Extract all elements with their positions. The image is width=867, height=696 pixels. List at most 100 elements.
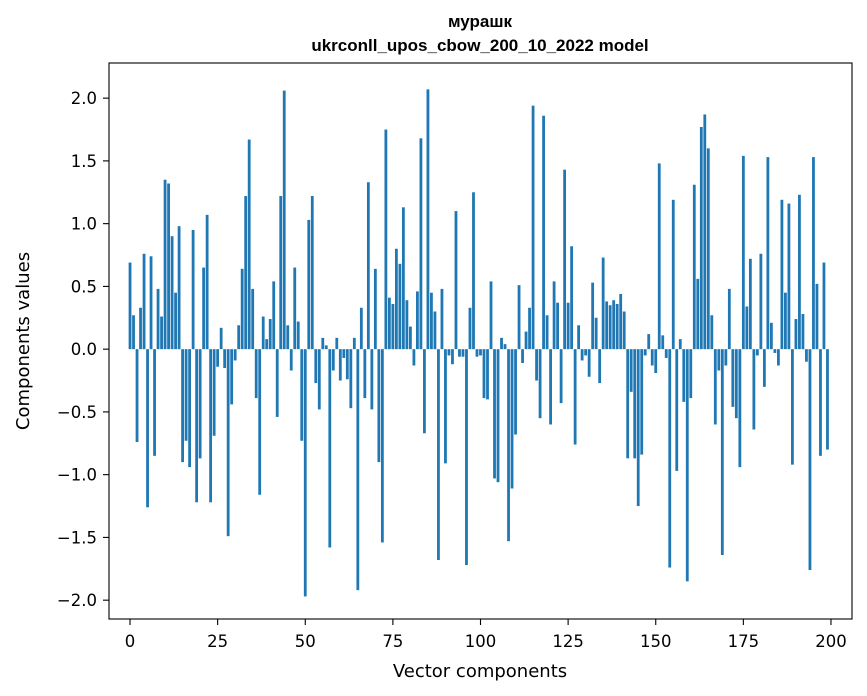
- x-tick-label: 100: [465, 632, 497, 651]
- bar: [303, 349, 307, 597]
- bar: [209, 349, 213, 503]
- bar: [734, 349, 738, 419]
- bar: [328, 349, 332, 548]
- bar: [258, 349, 262, 495]
- bar: [244, 196, 248, 350]
- bar: [219, 327, 223, 350]
- bar: [310, 196, 314, 350]
- bar: [335, 337, 339, 350]
- bar: [710, 315, 714, 350]
- bar: [377, 349, 381, 463]
- bar: [223, 349, 227, 368]
- bar: [289, 349, 293, 371]
- bar: [819, 349, 822, 456]
- bar: [300, 349, 304, 441]
- x-axis-label: Vector components: [393, 661, 567, 682]
- bar: [717, 349, 721, 371]
- bar: [580, 349, 584, 361]
- bar: [787, 203, 791, 350]
- bar: [706, 148, 710, 350]
- bar: [251, 288, 255, 350]
- bar: [689, 349, 693, 399]
- bar: [601, 257, 605, 350]
- bar: [528, 307, 531, 350]
- bar: [454, 211, 458, 350]
- y-tick-label: −1.0: [57, 466, 97, 485]
- y-tick-label: 0.5: [71, 277, 97, 296]
- bar: [338, 349, 342, 381]
- y-tick-label: 1.5: [71, 152, 97, 171]
- bar: [510, 349, 514, 489]
- bar: [619, 293, 623, 350]
- bar: [352, 337, 356, 350]
- bar: [584, 349, 588, 356]
- bar: [317, 349, 321, 410]
- chart-title: мурашк: [448, 12, 513, 31]
- bar: [573, 349, 577, 445]
- bar: [233, 349, 237, 361]
- bar: [314, 349, 318, 384]
- bar: [380, 349, 384, 543]
- bar: [139, 307, 142, 350]
- bar: [412, 349, 416, 366]
- bar: [401, 207, 405, 350]
- bar: [444, 349, 447, 464]
- bar: [664, 349, 668, 358]
- chart-subtitle: ukrconll_upos_cbow_200_10_2022 model: [311, 36, 648, 55]
- bar: [170, 236, 174, 350]
- bar: [685, 349, 689, 582]
- bar: [363, 349, 367, 399]
- bar: [142, 253, 146, 350]
- bar: [762, 349, 766, 387]
- bar: [184, 349, 188, 441]
- bar: [724, 349, 728, 366]
- bar: [489, 281, 493, 350]
- bar: [293, 267, 297, 350]
- bar: [745, 306, 749, 350]
- bar: [517, 285, 521, 350]
- bar: [812, 157, 815, 350]
- bar: [538, 349, 542, 419]
- bar: [791, 349, 794, 465]
- bar: [128, 262, 132, 350]
- bar: [784, 292, 787, 350]
- bar: [682, 349, 686, 402]
- bar: [433, 311, 437, 350]
- y-tick-label: 2.0: [71, 89, 97, 108]
- bar: [563, 169, 567, 350]
- bar: [331, 349, 335, 371]
- bar: [366, 182, 370, 350]
- bar: [671, 199, 675, 350]
- bar: [577, 325, 581, 350]
- bar: [780, 199, 784, 350]
- bar: [212, 349, 216, 436]
- bar: [566, 302, 570, 350]
- bar: [202, 267, 206, 350]
- bar: [598, 349, 602, 384]
- bar: [458, 349, 461, 357]
- bar: [265, 339, 269, 350]
- bar: [174, 292, 177, 350]
- bar: [815, 283, 819, 350]
- bar: [612, 300, 616, 350]
- bar: [237, 325, 241, 350]
- bar: [514, 349, 517, 435]
- bar: [545, 315, 549, 350]
- y-tick-label: −0.5: [57, 403, 97, 422]
- bar: [794, 319, 798, 350]
- bar: [633, 349, 637, 459]
- bar: [496, 349, 500, 483]
- bar: [387, 297, 391, 350]
- bar: [409, 326, 412, 350]
- bar: [636, 349, 640, 507]
- bar: [738, 349, 742, 468]
- bar: [524, 331, 528, 350]
- bar: [342, 349, 346, 358]
- bar: [808, 349, 812, 571]
- bar: [493, 349, 496, 479]
- bar: [254, 349, 258, 399]
- bar: [437, 349, 440, 561]
- bar: [801, 314, 805, 350]
- bar: [391, 303, 395, 350]
